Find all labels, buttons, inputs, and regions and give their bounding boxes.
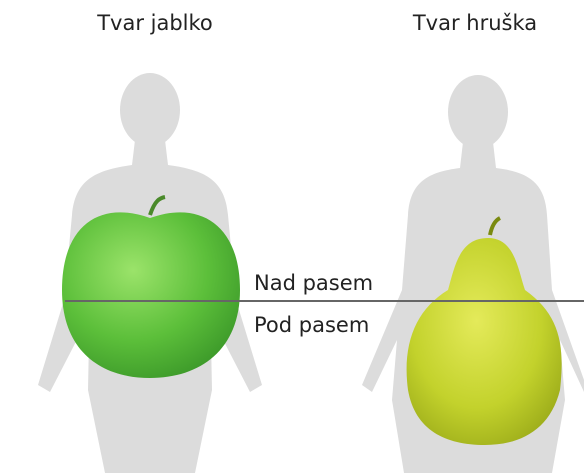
apple-label: Tvar jablko [96, 11, 213, 35]
above-waist-label: Nad pasem [254, 271, 373, 295]
apple-shape [62, 197, 240, 378]
figure-illustration: Tvar jablko Tvar hruška Nad pasem Pod pa… [0, 0, 584, 473]
page: Tvar jablko Tvar hruška Nad pasem Pod pa… [0, 0, 584, 473]
below-waist-label: Pod pasem [254, 313, 369, 337]
pear-label: Tvar hruška [412, 11, 537, 35]
